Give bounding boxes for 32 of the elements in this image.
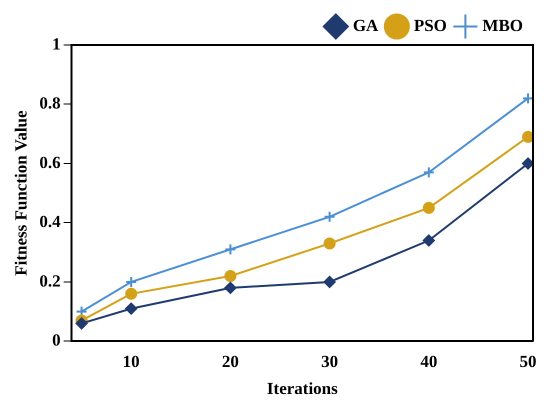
point xyxy=(324,276,336,288)
x-tick-label: 40 xyxy=(420,352,438,371)
point xyxy=(125,276,138,288)
y-tick-label: 0.8 xyxy=(39,94,61,113)
point xyxy=(422,166,435,178)
y-tick-label: 1 xyxy=(52,34,61,54)
x-axis-title: Iterations xyxy=(266,379,338,398)
x-tick-label: 50 xyxy=(520,352,537,371)
point xyxy=(125,302,138,315)
point xyxy=(224,243,236,256)
point xyxy=(324,210,336,223)
point xyxy=(422,234,435,246)
x-tick-label: 10 xyxy=(122,352,140,371)
y-tick-label: 0.2 xyxy=(39,271,61,290)
point xyxy=(522,130,533,143)
x-tick-label: 30 xyxy=(321,352,338,371)
x-tick-label: 20 xyxy=(222,352,239,371)
y-axis-title: Fitness Function Value xyxy=(12,110,31,276)
y-tick-label: 0 xyxy=(52,330,61,350)
point xyxy=(224,282,236,294)
point xyxy=(224,270,236,282)
point xyxy=(76,317,88,330)
legend-label: MBO xyxy=(482,16,523,35)
point xyxy=(522,92,533,104)
legend-label: GA xyxy=(352,16,380,35)
legend-label: PSO xyxy=(414,16,447,35)
point xyxy=(125,288,138,300)
y-tick-label: 0.6 xyxy=(39,152,61,172)
y-tick-label: 0.4 xyxy=(39,212,62,232)
point xyxy=(522,157,533,170)
point xyxy=(324,237,336,250)
point xyxy=(422,202,435,214)
